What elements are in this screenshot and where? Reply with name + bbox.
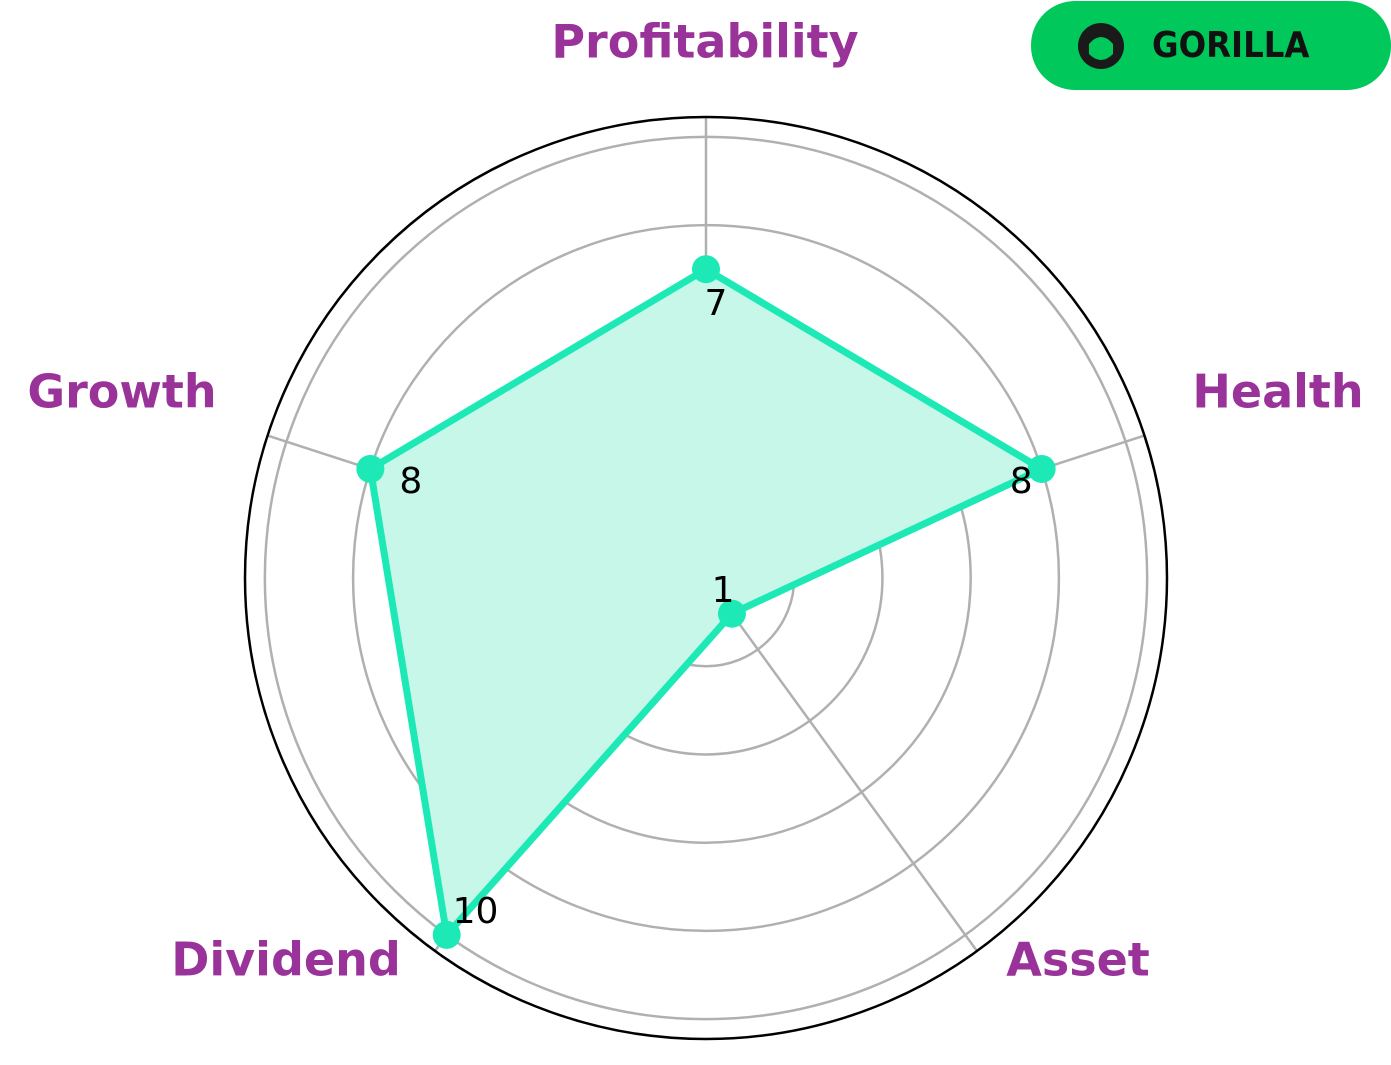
radar-point: [356, 454, 385, 483]
grid-spoke: [704, 577, 978, 952]
radar-line: [366, 265, 1046, 939]
radar-point: [692, 255, 720, 284]
category-label: Profitability: [551, 15, 858, 69]
category-label: Health: [1192, 365, 1363, 419]
logo-badge: GORILLA: [1031, 1, 1391, 90]
radar-point: [717, 599, 746, 628]
radar-point: [1027, 454, 1056, 483]
value-label: 10: [453, 891, 499, 932]
radar-area: [370, 269, 1042, 935]
logo-face: [1089, 37, 1113, 60]
value-label: 1: [712, 570, 735, 611]
outer-circle: [243, 115, 1169, 1041]
value-label: 8: [399, 461, 422, 502]
category-label: Dividend: [171, 933, 401, 987]
logo-text: GORILLA: [1152, 25, 1309, 66]
category-label: Asset: [1006, 933, 1150, 987]
value-label: 7: [705, 283, 728, 324]
value-label: 8: [1010, 461, 1033, 502]
logo-background: [1031, 1, 1391, 90]
radar-point: [432, 920, 461, 949]
category-label: Growth: [27, 365, 216, 419]
